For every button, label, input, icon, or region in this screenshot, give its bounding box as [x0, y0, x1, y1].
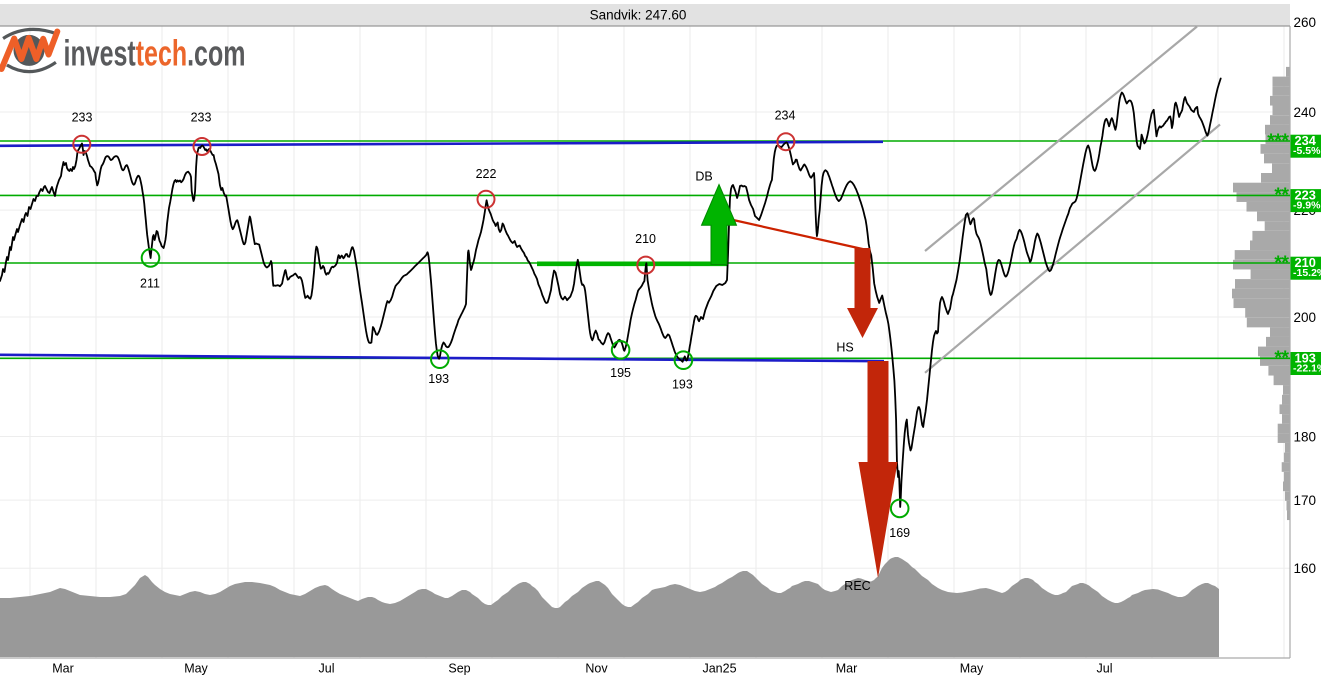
svg-text:Jul: Jul [1097, 662, 1113, 676]
svg-text:**: ** [1274, 347, 1289, 369]
svg-text:160: 160 [1294, 561, 1317, 576]
svg-text:210: 210 [635, 232, 656, 246]
svg-text:234: 234 [775, 108, 796, 122]
svg-text:200: 200 [1294, 310, 1317, 325]
svg-text:***: *** [1267, 130, 1289, 152]
svg-text:-22.1%: -22.1% [1293, 363, 1321, 375]
svg-text:211: 211 [140, 276, 160, 290]
svg-text:180: 180 [1294, 429, 1317, 444]
svg-text:Nov: Nov [585, 662, 608, 676]
svg-text:240: 240 [1294, 105, 1317, 120]
svg-text:170: 170 [1294, 493, 1317, 508]
svg-text:-15.2%: -15.2% [1293, 267, 1321, 279]
svg-text:DB: DB [695, 169, 712, 183]
svg-text:May: May [960, 662, 984, 676]
svg-text:**: ** [1274, 252, 1289, 274]
svg-text:Jul: Jul [319, 662, 335, 676]
svg-text:233: 233 [72, 110, 93, 124]
svg-text:233: 233 [191, 110, 212, 124]
svg-text:investtech.com: investtech.com [64, 33, 246, 74]
svg-text:195: 195 [610, 366, 631, 380]
svg-text:169: 169 [889, 526, 910, 540]
svg-text:REC: REC [844, 579, 870, 593]
svg-text:HS: HS [836, 340, 853, 354]
svg-text:Sandvik: 247.60: Sandvik: 247.60 [590, 8, 687, 23]
svg-text:Mar: Mar [52, 662, 74, 676]
svg-text:193: 193 [428, 372, 449, 386]
svg-text:Jan25: Jan25 [702, 662, 736, 676]
svg-text:May: May [184, 662, 208, 676]
svg-text:193: 193 [672, 377, 693, 391]
svg-text:-5.5%: -5.5% [1293, 145, 1321, 157]
svg-text:Mar: Mar [836, 662, 858, 676]
svg-text:260: 260 [1294, 15, 1317, 30]
svg-text:**: ** [1274, 184, 1289, 206]
svg-text:-9.9%: -9.9% [1293, 200, 1321, 212]
svg-text:Sep: Sep [448, 662, 470, 676]
svg-text:222: 222 [476, 167, 497, 181]
